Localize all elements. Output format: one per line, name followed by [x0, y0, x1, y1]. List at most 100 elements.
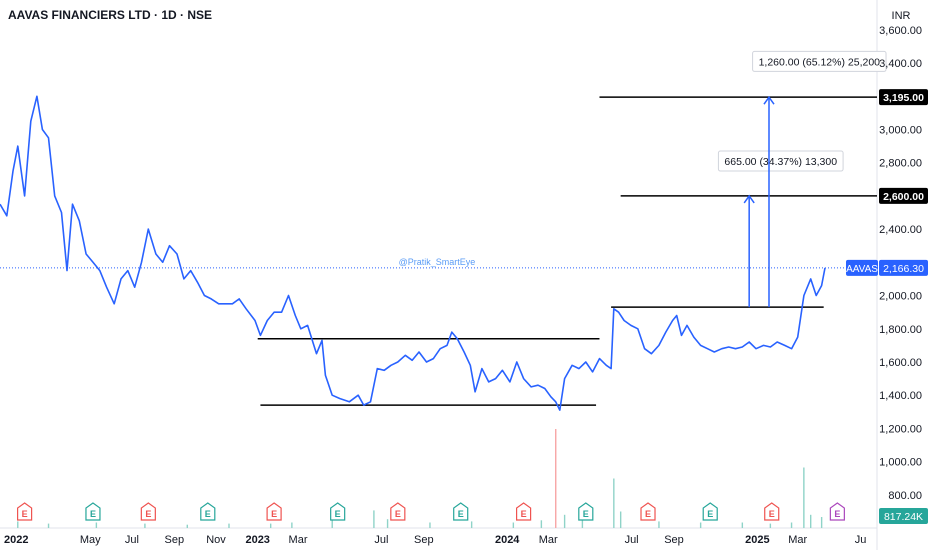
earnings-marker-letter: E	[645, 509, 651, 519]
volume-bar	[512, 522, 515, 528]
price-badges: 2,600.00 3,195.00 AAVAS 2,166.30 817.24K	[846, 89, 928, 524]
measure-label: 1,260.00 (65.12%) 25,200	[759, 56, 881, 68]
time-tick-label: Nov	[206, 534, 226, 546]
volume-bar	[820, 517, 823, 528]
price-tick-label: 1,800.00	[879, 324, 922, 336]
target-price-badge	[879, 89, 928, 106]
currency-label: INR	[892, 10, 911, 22]
watermark: @Pratik_SmartEye	[399, 257, 476, 267]
volume-bar	[429, 522, 431, 528]
volume-bar	[144, 523, 146, 528]
volume-bar	[186, 524, 188, 528]
measure-label-box	[752, 50, 887, 72]
earnings-marker	[390, 502, 406, 521]
earnings-marker	[516, 502, 532, 521]
volume-bar	[769, 523, 772, 528]
symbol-badge-label: AAVAS	[846, 264, 878, 275]
price-tick-label: 1,600.00	[879, 357, 922, 369]
volume-bar	[658, 521, 660, 528]
volume-bar	[790, 522, 793, 528]
volume-bars	[17, 429, 823, 528]
volume-bar	[291, 522, 293, 528]
earnings-marker	[702, 502, 718, 521]
price-tick-label: 3,400.00	[879, 58, 922, 70]
time-tick-label: 2024	[495, 534, 520, 546]
symbol-badge	[846, 259, 878, 276]
volume-bar	[803, 467, 805, 528]
measure-label: 665.00 (34.37%) 13,300	[724, 156, 837, 168]
time-tick-label: Mar	[788, 534, 807, 546]
volume-bar	[555, 429, 557, 528]
price-tick-label: 1,200.00	[879, 423, 922, 435]
measure-arrow-head	[743, 194, 755, 204]
volume-bar	[373, 510, 375, 528]
time-tick-label: 2023	[245, 534, 269, 546]
price-line	[0, 95, 826, 411]
earnings-marker-letter: E	[22, 509, 28, 519]
price-tick-label: 2,800.00	[879, 158, 922, 170]
volume-bar	[386, 519, 389, 528]
earnings-marker	[85, 502, 101, 521]
time-axis: 2022 May Jul Sep Nov 2023 Mar Jul Sep 2024 Mar Jul S…	[4, 534, 866, 546]
price-axis: 3,600.00 3,400.00 3,000.00 2,800.00 2,400.00…	[879, 25, 922, 502]
earnings-marker	[266, 502, 282, 521]
earnings-marker-letter: E	[145, 509, 151, 519]
time-tick-label: Jul	[125, 534, 139, 546]
price-tick-label: 2,400.00	[879, 224, 922, 236]
time-tick-label: Ju	[855, 534, 867, 546]
chart-title: AAVAS FINANCIERS LTD · 1D · NSE	[8, 8, 213, 22]
volume-bar	[95, 522, 98, 528]
target-price-badge-label: 3,195.00	[883, 92, 924, 104]
time-tick-label: Sep	[414, 534, 434, 546]
volume-bar	[331, 520, 333, 528]
time-tick-label: May	[80, 534, 101, 546]
price-tick-label: 2,000.00	[879, 291, 922, 303]
earnings-marker-letter: E	[271, 509, 277, 519]
earnings-marker-letter: E	[335, 509, 341, 519]
measure-arrow-head	[763, 95, 775, 105]
last-price-badge-label: 2,166.30	[883, 263, 924, 275]
target-price-badge	[879, 187, 928, 204]
price-tick-label: 3,600.00	[879, 25, 922, 37]
earnings-marker-letter: E	[90, 509, 96, 519]
earnings-marker	[17, 502, 33, 521]
price-tick-label: 800.00	[888, 490, 922, 502]
volume-bar	[699, 522, 702, 528]
volume-bar	[741, 522, 744, 528]
time-tick-label: Jul	[625, 534, 639, 546]
volume-badge-label: 817.24K	[884, 511, 923, 523]
time-tick-label: 2025	[745, 534, 769, 546]
earnings-marker	[578, 502, 594, 521]
volume-bar	[470, 521, 473, 528]
earnings-marker-letter: E	[521, 509, 527, 519]
time-tick-label: Jul	[374, 534, 388, 546]
earnings-marker-letter: E	[707, 509, 713, 519]
target-price-badge-label: 2,600.00	[883, 191, 924, 203]
volume-bar	[540, 520, 543, 528]
earnings-marker	[453, 502, 469, 521]
earnings-marker-letter: E	[395, 509, 401, 519]
volume-bar	[613, 478, 615, 528]
volume-bar	[563, 514, 566, 528]
earnings-marker-letter: E	[458, 509, 464, 519]
earnings-marker	[200, 502, 216, 521]
time-tick-label: Mar	[539, 534, 558, 546]
earnings-marker	[330, 502, 346, 521]
earnings-marker	[764, 502, 780, 521]
volume-bar	[619, 511, 622, 528]
earnings-marker-letter: E	[769, 509, 775, 519]
time-tick-label: Sep	[165, 534, 185, 546]
volume-bar	[228, 523, 230, 528]
price-tick-label: 3,000.00	[879, 125, 922, 137]
volume-badge	[879, 508, 928, 524]
last-price-badge	[879, 259, 928, 276]
earnings-marker	[140, 502, 156, 521]
price-tick-label: 1,000.00	[879, 457, 922, 469]
price-tick-label: 1,400.00	[879, 390, 922, 402]
time-tick-label: Mar	[289, 534, 308, 546]
earnings-marker	[829, 502, 845, 521]
volume-bar	[269, 523, 272, 528]
